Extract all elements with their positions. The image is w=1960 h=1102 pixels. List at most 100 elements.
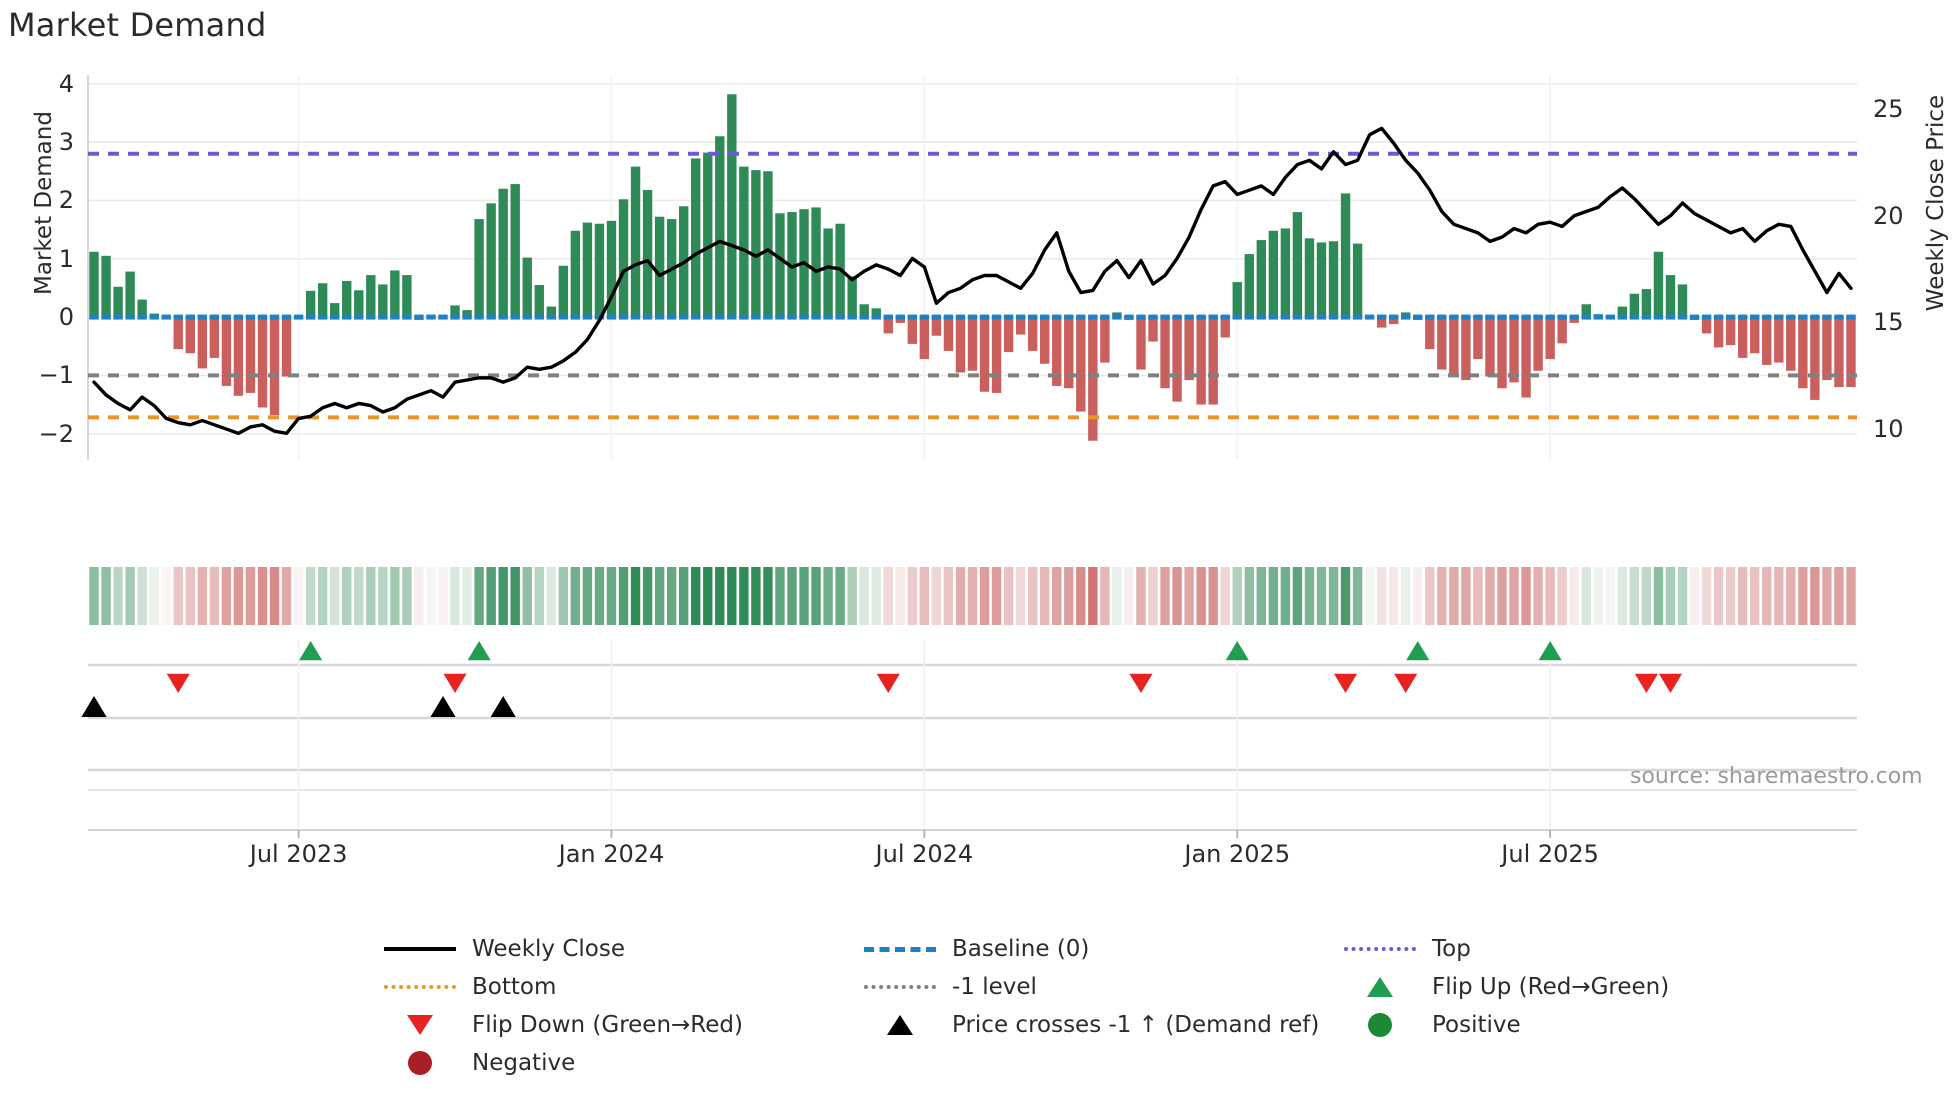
legend-item[interactable]: Bottom xyxy=(380,968,860,1006)
legend-row: Bottom -1 level Flip Up (Red→Green) xyxy=(380,968,1800,1006)
legend-item[interactable]: Flip Down (Green→Red) xyxy=(380,1006,860,1044)
baseline-segment xyxy=(317,314,328,320)
baseline-segment xyxy=(691,314,701,320)
legend-item[interactable]: Positive xyxy=(1340,1006,1800,1044)
baseline-segment xyxy=(1268,314,1279,320)
demand-bar xyxy=(871,308,881,318)
heatmap-cell xyxy=(1064,567,1074,625)
baseline-segment xyxy=(1015,314,1026,320)
baseline-segment xyxy=(739,314,749,320)
demand-bar xyxy=(907,317,918,344)
heatmap-cell xyxy=(823,567,833,625)
demand-bar xyxy=(1545,317,1555,360)
heatmap-cell xyxy=(1088,567,1098,625)
heatmap-cell xyxy=(763,567,773,625)
baseline-segment xyxy=(546,314,557,320)
baseline-segment xyxy=(1256,314,1267,320)
baseline-segment xyxy=(1581,314,1591,320)
legend-item[interactable]: -1 level xyxy=(860,968,1340,1006)
heatmap-cell xyxy=(907,567,918,625)
baseline-segment xyxy=(931,314,942,320)
heatmap-cell xyxy=(1401,567,1411,625)
legend-label: Price crosses -1 ↑ (Demand ref) xyxy=(952,1012,1320,1038)
demand-bar xyxy=(895,317,905,323)
demand-bar xyxy=(1629,293,1640,318)
heatmap-cell xyxy=(1437,567,1447,625)
heatmap-cell xyxy=(101,567,111,625)
heatmap-cell xyxy=(1052,567,1062,625)
legend-item[interactable]: Baseline (0) xyxy=(860,930,1340,968)
flip-up-marker xyxy=(1225,641,1249,661)
baseline-segment xyxy=(366,314,376,320)
demand-bar xyxy=(1557,317,1567,344)
heatmap-cell xyxy=(1148,567,1158,625)
weekly-close-line xyxy=(92,126,1853,436)
baseline-segment xyxy=(1750,314,1760,320)
demand-bar xyxy=(823,228,833,318)
demand-bar xyxy=(1076,317,1086,412)
flip-down-marker xyxy=(876,673,900,693)
heatmap-cell xyxy=(630,567,641,625)
baseline-segment xyxy=(426,314,436,320)
baseline-segment xyxy=(991,314,1002,320)
demand-bar xyxy=(1376,317,1387,328)
baseline-segment xyxy=(1533,314,1543,320)
heatmap-cell xyxy=(1497,567,1507,625)
baseline-segment xyxy=(101,314,111,320)
demand-bar xyxy=(1196,317,1206,405)
baseline-segment xyxy=(438,314,448,320)
heatmap-cell xyxy=(1376,567,1387,625)
baseline-segment xyxy=(173,314,183,320)
legend-item[interactable]: Weekly Close xyxy=(380,930,860,968)
heatmap-cell xyxy=(1750,567,1760,625)
demand-bar xyxy=(1810,317,1820,400)
legend-row: Weekly Close Baseline (0) Top xyxy=(380,930,1800,968)
demand-bar xyxy=(919,317,930,360)
heatmap-cell xyxy=(1425,567,1435,625)
demand-bar xyxy=(1256,240,1267,318)
legend-item[interactable]: Flip Up (Red→Green) xyxy=(1340,968,1800,1006)
legend-item[interactable]: Negative xyxy=(380,1044,860,1082)
baseline-segment xyxy=(1208,314,1218,320)
baseline-segment xyxy=(666,314,677,320)
demand-bar xyxy=(1581,304,1591,318)
demand-bar xyxy=(1725,317,1736,346)
demand-bar xyxy=(1437,317,1447,370)
heatmap-cell xyxy=(1340,567,1351,625)
demand-bar xyxy=(703,152,713,318)
baseline-segment xyxy=(257,314,268,320)
legend-dashed-line-icon xyxy=(864,946,936,952)
demand-bar xyxy=(618,199,629,318)
demand-bar xyxy=(1473,317,1483,360)
heatmap-cell xyxy=(233,567,244,625)
baseline-segment xyxy=(474,314,484,320)
demand-bar xyxy=(1280,228,1291,318)
demand-bar xyxy=(1052,317,1062,386)
demand-bar xyxy=(1701,317,1712,334)
heatmap-cell xyxy=(1076,567,1086,625)
heatmap-cell xyxy=(1629,567,1640,625)
demand-bar xyxy=(763,171,773,318)
legend-label: Top xyxy=(1432,936,1471,962)
baseline-segment xyxy=(1822,314,1832,320)
baseline-segment xyxy=(89,314,99,320)
baseline-segment xyxy=(943,314,954,320)
baseline-segment xyxy=(1100,314,1110,320)
demand-bar xyxy=(1208,317,1218,405)
demand-bar xyxy=(137,299,147,318)
demand-bar xyxy=(1569,317,1579,323)
heatmap-cell xyxy=(1521,567,1531,625)
baseline-segment xyxy=(1184,314,1194,320)
legend-line-icon xyxy=(384,947,456,951)
baseline-segment xyxy=(715,314,725,320)
demand-bar xyxy=(594,223,605,318)
demand-bar xyxy=(281,317,292,377)
baseline-segment xyxy=(907,314,918,320)
legend-item[interactable]: Price crosses -1 ↑ (Demand ref) xyxy=(860,1006,1340,1044)
demand-bar xyxy=(1665,275,1676,318)
legend-item[interactable]: Top xyxy=(1340,930,1800,968)
heatmap-cell xyxy=(426,567,436,625)
baseline-segment xyxy=(1328,314,1339,320)
demand-bar xyxy=(1798,317,1808,389)
heatmap-cell xyxy=(1545,567,1555,625)
